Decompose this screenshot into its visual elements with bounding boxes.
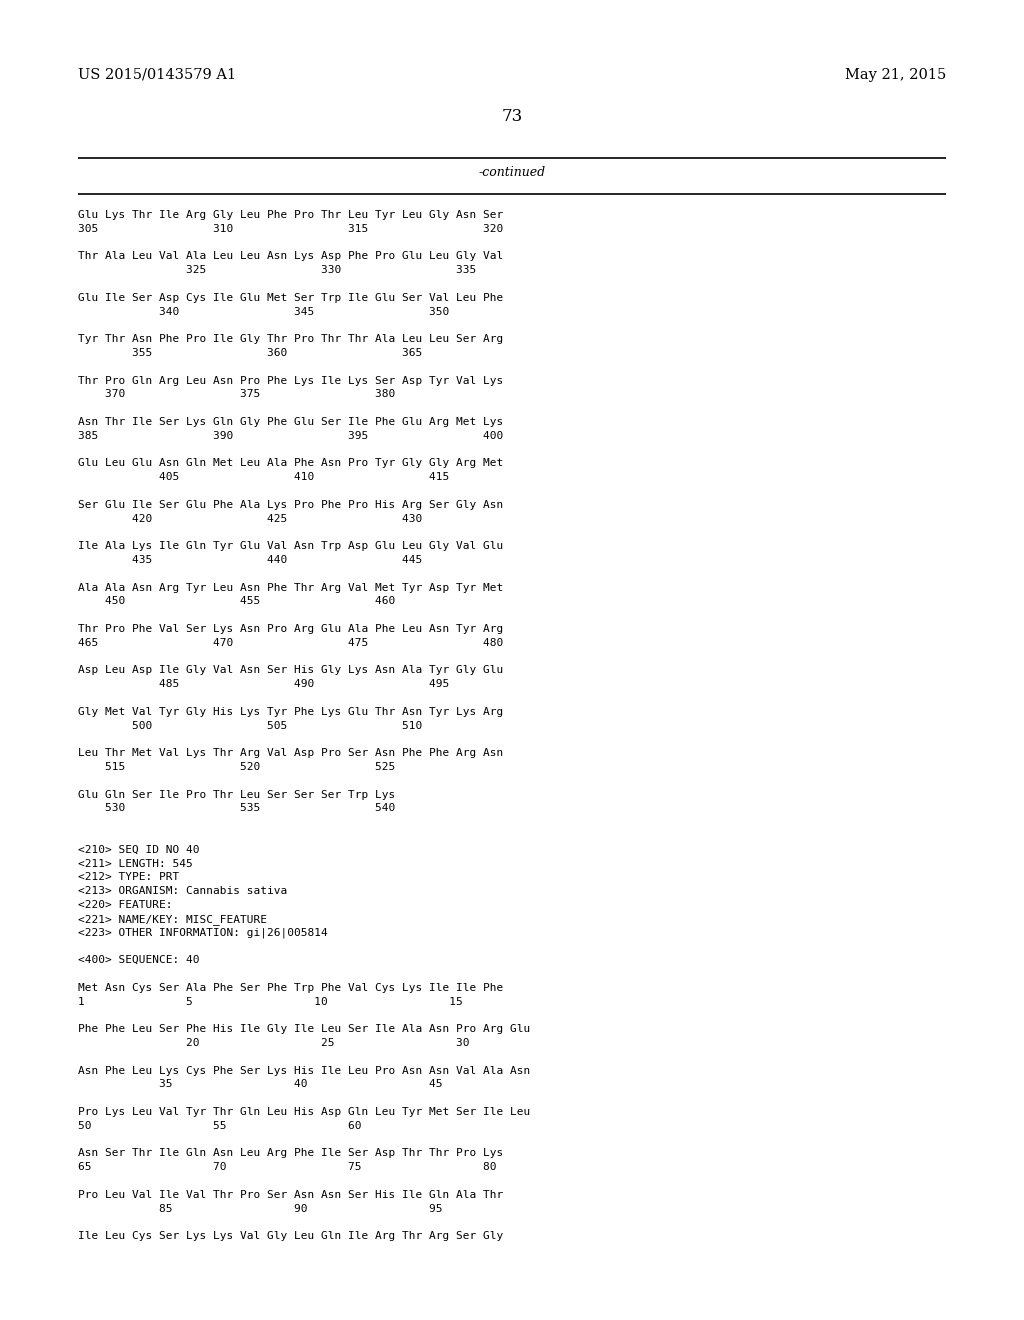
Text: 340                 345                 350: 340 345 350: [78, 306, 450, 317]
Text: Glu Gln Ser Ile Pro Thr Leu Ser Ser Ser Trp Lys: Glu Gln Ser Ile Pro Thr Leu Ser Ser Ser …: [78, 789, 395, 800]
Text: <220> FEATURE:: <220> FEATURE:: [78, 900, 172, 909]
Text: 405                 410                 415: 405 410 415: [78, 473, 450, 482]
Text: <221> NAME/KEY: MISC_FEATURE: <221> NAME/KEY: MISC_FEATURE: [78, 913, 267, 925]
Text: US 2015/0143579 A1: US 2015/0143579 A1: [78, 69, 237, 82]
Text: 20                  25                  30: 20 25 30: [78, 1038, 469, 1048]
Text: 530                 535                 540: 530 535 540: [78, 804, 395, 813]
Text: Asn Ser Thr Ile Gln Asn Leu Arg Phe Ile Ser Asp Thr Thr Pro Lys: Asn Ser Thr Ile Gln Asn Leu Arg Phe Ile …: [78, 1148, 503, 1159]
Text: 435                 440                 445: 435 440 445: [78, 554, 422, 565]
Text: 370                 375                 380: 370 375 380: [78, 389, 395, 400]
Text: Asn Phe Leu Lys Cys Phe Ser Lys His Ile Leu Pro Asn Asn Val Ala Asn: Asn Phe Leu Lys Cys Phe Ser Lys His Ile …: [78, 1065, 530, 1076]
Text: <400> SEQUENCE: 40: <400> SEQUENCE: 40: [78, 956, 200, 965]
Text: 73: 73: [502, 108, 522, 125]
Text: Pro Leu Val Ile Val Thr Pro Ser Asn Asn Ser His Ile Gln Ala Thr: Pro Leu Val Ile Val Thr Pro Ser Asn Asn …: [78, 1189, 503, 1200]
Text: Ile Leu Cys Ser Lys Lys Val Gly Leu Gln Ile Arg Thr Arg Ser Gly: Ile Leu Cys Ser Lys Lys Val Gly Leu Gln …: [78, 1232, 503, 1241]
Text: Asn Thr Ile Ser Lys Gln Gly Phe Glu Ser Ile Phe Glu Arg Met Lys: Asn Thr Ile Ser Lys Gln Gly Phe Glu Ser …: [78, 417, 503, 426]
Text: Ser Glu Ile Ser Glu Phe Ala Lys Pro Phe Pro His Arg Ser Gly Asn: Ser Glu Ile Ser Glu Phe Ala Lys Pro Phe …: [78, 500, 503, 510]
Text: -continued: -continued: [478, 166, 546, 180]
Text: Phe Phe Leu Ser Phe His Ile Gly Ile Leu Ser Ile Ala Asn Pro Arg Glu: Phe Phe Leu Ser Phe His Ile Gly Ile Leu …: [78, 1024, 530, 1034]
Text: Ile Ala Lys Ile Gln Tyr Glu Val Asn Trp Asp Glu Leu Gly Val Glu: Ile Ala Lys Ile Gln Tyr Glu Val Asn Trp …: [78, 541, 503, 552]
Text: 325                 330                 335: 325 330 335: [78, 265, 476, 275]
Text: 500                 505                 510: 500 505 510: [78, 721, 422, 730]
Text: 465                 470                 475                 480: 465 470 475 480: [78, 638, 503, 648]
Text: 305                 310                 315                 320: 305 310 315 320: [78, 224, 503, 234]
Text: 355                 360                 365: 355 360 365: [78, 348, 422, 358]
Text: 50                  55                  60: 50 55 60: [78, 1121, 361, 1131]
Text: Leu Thr Met Val Lys Thr Arg Val Asp Pro Ser Asn Phe Phe Arg Asn: Leu Thr Met Val Lys Thr Arg Val Asp Pro …: [78, 748, 503, 758]
Text: Glu Ile Ser Asp Cys Ile Glu Met Ser Trp Ile Glu Ser Val Leu Phe: Glu Ile Ser Asp Cys Ile Glu Met Ser Trp …: [78, 293, 503, 302]
Text: Ala Ala Asn Arg Tyr Leu Asn Phe Thr Arg Val Met Tyr Asp Tyr Met: Ala Ala Asn Arg Tyr Leu Asn Phe Thr Arg …: [78, 582, 503, 593]
Text: <210> SEQ ID NO 40: <210> SEQ ID NO 40: [78, 845, 200, 855]
Text: Thr Ala Leu Val Ala Leu Leu Asn Lys Asp Phe Pro Glu Leu Gly Val: Thr Ala Leu Val Ala Leu Leu Asn Lys Asp …: [78, 251, 503, 261]
Text: 1               5                  10                  15: 1 5 10 15: [78, 997, 463, 1007]
Text: <212> TYPE: PRT: <212> TYPE: PRT: [78, 873, 179, 882]
Text: 65                  70                  75                  80: 65 70 75 80: [78, 1162, 497, 1172]
Text: 450                 455                 460: 450 455 460: [78, 597, 395, 606]
Text: Gly Met Val Tyr Gly His Lys Tyr Phe Lys Glu Thr Asn Tyr Lys Arg: Gly Met Val Tyr Gly His Lys Tyr Phe Lys …: [78, 706, 503, 717]
Text: <223> OTHER INFORMATION: gi|26|005814: <223> OTHER INFORMATION: gi|26|005814: [78, 928, 328, 939]
Text: 35                  40                  45: 35 40 45: [78, 1080, 442, 1089]
Text: 515                 520                 525: 515 520 525: [78, 762, 395, 772]
Text: Glu Lys Thr Ile Arg Gly Leu Phe Pro Thr Leu Tyr Leu Gly Asn Ser: Glu Lys Thr Ile Arg Gly Leu Phe Pro Thr …: [78, 210, 503, 220]
Text: May 21, 2015: May 21, 2015: [845, 69, 946, 82]
Text: Met Asn Cys Ser Ala Phe Ser Phe Trp Phe Val Cys Lys Ile Ile Phe: Met Asn Cys Ser Ala Phe Ser Phe Trp Phe …: [78, 983, 503, 993]
Text: <211> LENGTH: 545: <211> LENGTH: 545: [78, 858, 193, 869]
Text: Tyr Thr Asn Phe Pro Ile Gly Thr Pro Thr Thr Ala Leu Leu Ser Arg: Tyr Thr Asn Phe Pro Ile Gly Thr Pro Thr …: [78, 334, 503, 345]
Text: Pro Lys Leu Val Tyr Thr Gln Leu His Asp Gln Leu Tyr Met Ser Ile Leu: Pro Lys Leu Val Tyr Thr Gln Leu His Asp …: [78, 1107, 530, 1117]
Text: Thr Pro Gln Arg Leu Asn Pro Phe Lys Ile Lys Ser Asp Tyr Val Lys: Thr Pro Gln Arg Leu Asn Pro Phe Lys Ile …: [78, 376, 503, 385]
Text: 485                 490                 495: 485 490 495: [78, 680, 450, 689]
Text: Asp Leu Asp Ile Gly Val Asn Ser His Gly Lys Asn Ala Tyr Gly Glu: Asp Leu Asp Ile Gly Val Asn Ser His Gly …: [78, 665, 503, 676]
Text: <213> ORGANISM: Cannabis sativa: <213> ORGANISM: Cannabis sativa: [78, 886, 288, 896]
Text: Thr Pro Phe Val Ser Lys Asn Pro Arg Glu Ala Phe Leu Asn Tyr Arg: Thr Pro Phe Val Ser Lys Asn Pro Arg Glu …: [78, 624, 503, 634]
Text: 385                 390                 395                 400: 385 390 395 400: [78, 430, 503, 441]
Text: Glu Leu Glu Asn Gln Met Leu Ala Phe Asn Pro Tyr Gly Gly Arg Met: Glu Leu Glu Asn Gln Met Leu Ala Phe Asn …: [78, 458, 503, 469]
Text: 85                  90                  95: 85 90 95: [78, 1204, 442, 1213]
Text: 420                 425                 430: 420 425 430: [78, 513, 422, 524]
